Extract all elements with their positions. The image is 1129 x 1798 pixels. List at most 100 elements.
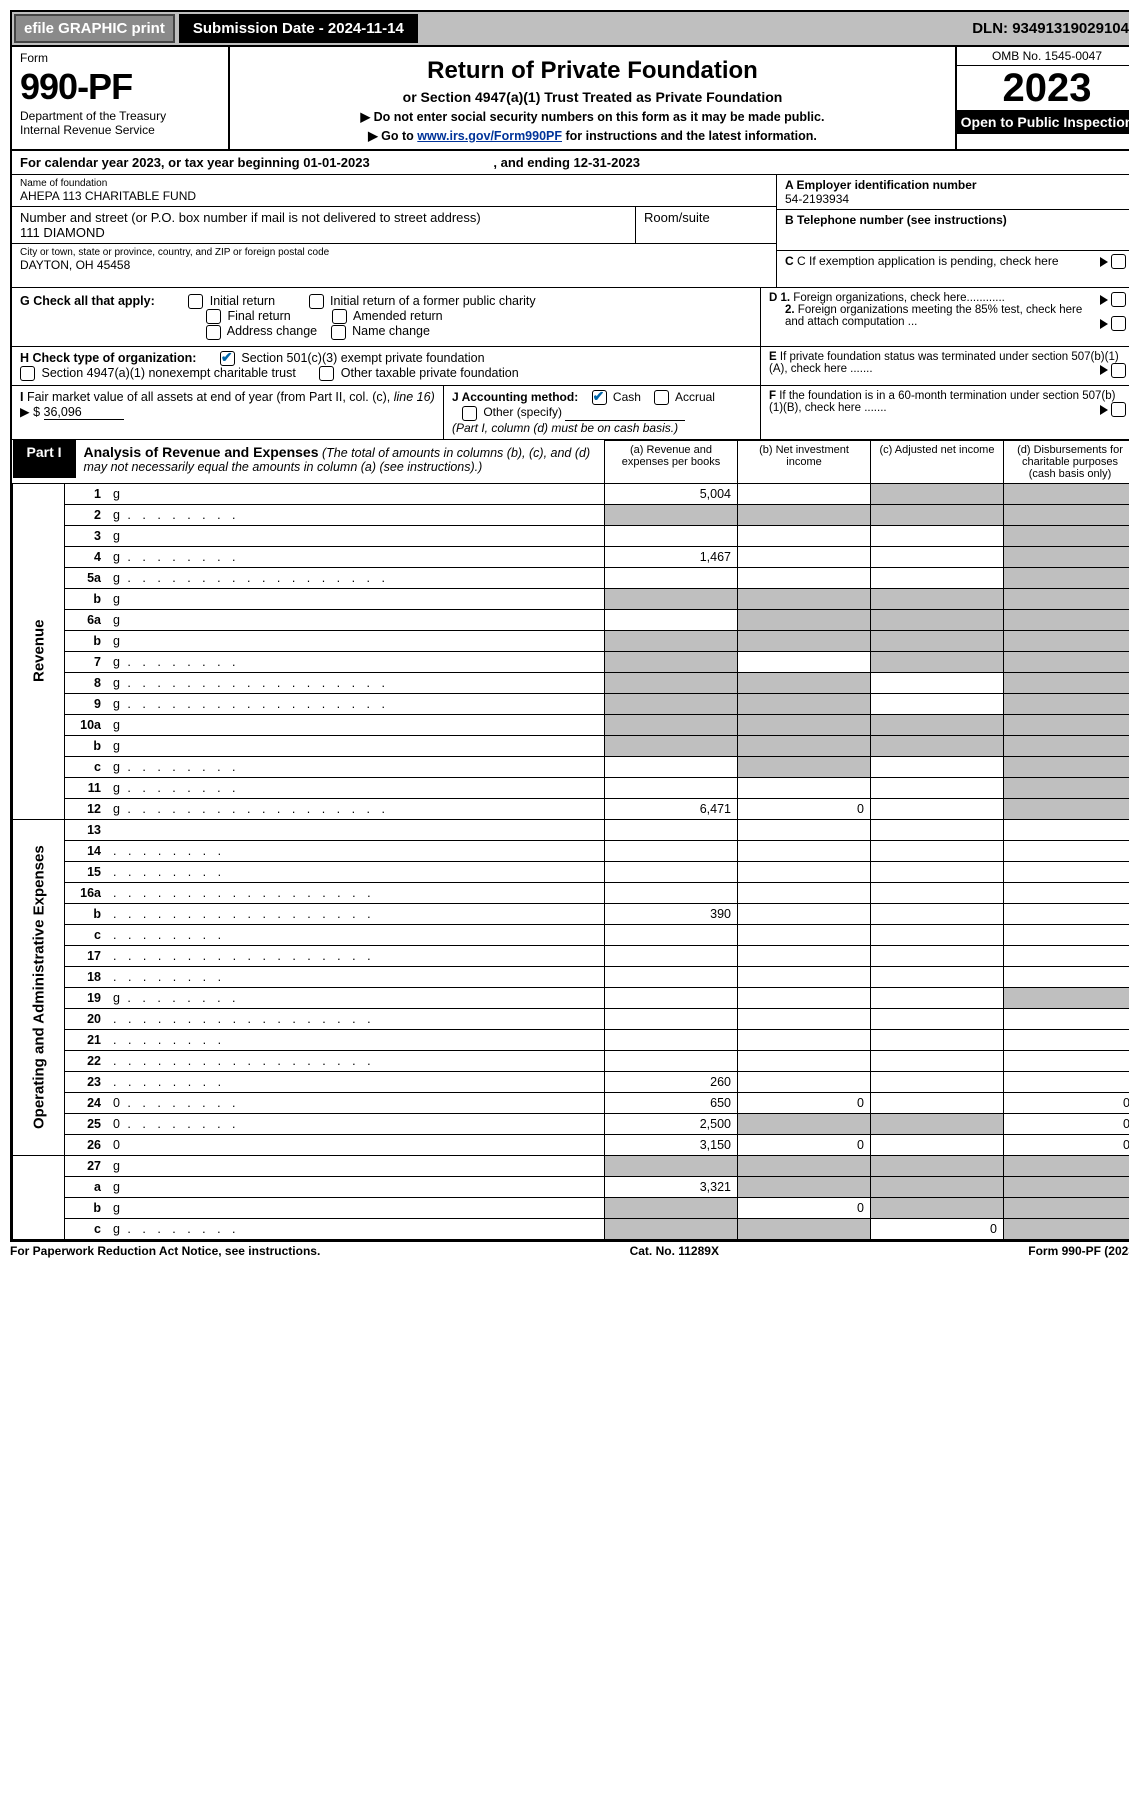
value-cell: 0 bbox=[738, 1197, 871, 1218]
table-row: 15 bbox=[13, 861, 1129, 882]
value-cell bbox=[738, 651, 871, 672]
g-left: G Check all that apply: Initial return I… bbox=[12, 288, 760, 346]
city-cell: City or town, state or province, country… bbox=[12, 244, 776, 275]
h-left: H Check type of organization: Section 50… bbox=[12, 347, 760, 385]
part1-title: Analysis of Revenue and Expenses (The to… bbox=[76, 440, 604, 478]
line-desc: g bbox=[107, 714, 605, 735]
line-desc: g bbox=[107, 672, 605, 693]
grey-cell bbox=[1004, 777, 1129, 798]
g-label: G Check all that apply: bbox=[20, 294, 155, 308]
triangle-icon bbox=[1100, 295, 1108, 305]
value-cell bbox=[871, 882, 1004, 903]
grey-cell bbox=[1004, 651, 1129, 672]
note2-post: for instructions and the latest informat… bbox=[562, 129, 817, 143]
value-cell bbox=[605, 567, 738, 588]
final-return-checkbox[interactable] bbox=[206, 309, 221, 324]
e-checkbox[interactable] bbox=[1111, 363, 1126, 378]
value-cell bbox=[1004, 819, 1129, 840]
value-cell bbox=[871, 1071, 1004, 1092]
table-row: 22 bbox=[13, 1050, 1129, 1071]
line-number: 17 bbox=[65, 945, 108, 966]
line-number: 12 bbox=[65, 798, 108, 819]
name-change-checkbox[interactable] bbox=[331, 325, 346, 340]
grey-cell bbox=[1004, 1155, 1129, 1176]
line-number: 8 bbox=[65, 672, 108, 693]
line-number: 4 bbox=[65, 546, 108, 567]
value-cell bbox=[871, 777, 1004, 798]
omb-number: OMB No. 1545-0047 bbox=[957, 47, 1129, 66]
grey-cell bbox=[1004, 483, 1129, 504]
value-cell bbox=[738, 525, 871, 546]
other-method-checkbox[interactable] bbox=[462, 406, 477, 421]
value-cell bbox=[871, 1134, 1004, 1155]
line-number: 5a bbox=[65, 567, 108, 588]
cash-checkbox[interactable] bbox=[592, 390, 607, 405]
grey-cell bbox=[738, 588, 871, 609]
grey-cell bbox=[871, 1113, 1004, 1134]
table-row: 10ag bbox=[13, 714, 1129, 735]
d2-checkbox[interactable] bbox=[1111, 316, 1126, 331]
other-taxable-checkbox[interactable] bbox=[319, 366, 334, 381]
dln-number: DLN: 93491319029104 bbox=[964, 16, 1129, 41]
grey-cell bbox=[738, 1155, 871, 1176]
line-desc: g bbox=[107, 798, 605, 819]
grey-cell bbox=[1004, 525, 1129, 546]
table-row: 27g bbox=[13, 1155, 1129, 1176]
grey-cell bbox=[605, 651, 738, 672]
footer-mid: Cat. No. 11289X bbox=[630, 1244, 719, 1258]
f-checkbox[interactable] bbox=[1111, 402, 1126, 417]
initial-return-checkbox[interactable] bbox=[188, 294, 203, 309]
note2-pre: ▶ Go to bbox=[368, 129, 417, 143]
d1-checkbox[interactable] bbox=[1111, 292, 1126, 307]
value-cell bbox=[738, 819, 871, 840]
address-change-checkbox[interactable] bbox=[206, 325, 221, 340]
value-cell bbox=[871, 1050, 1004, 1071]
accrual-checkbox[interactable] bbox=[654, 390, 669, 405]
table-row: 14 bbox=[13, 840, 1129, 861]
efile-print-button[interactable]: efile GRAPHIC print bbox=[14, 14, 175, 43]
grey-cell bbox=[605, 504, 738, 525]
line-desc bbox=[107, 882, 605, 903]
value-cell bbox=[1004, 1050, 1129, 1071]
grey-cell bbox=[605, 1155, 738, 1176]
c-label: C If exemption application is pending, c… bbox=[797, 254, 1059, 268]
line-number: 16a bbox=[65, 882, 108, 903]
line-desc bbox=[107, 1008, 605, 1029]
grey-cell bbox=[1004, 735, 1129, 756]
amended-return-checkbox[interactable] bbox=[332, 309, 347, 324]
line-number: 19 bbox=[65, 987, 108, 1008]
grey-cell bbox=[1004, 588, 1129, 609]
grey-cell bbox=[605, 588, 738, 609]
line-desc: g bbox=[107, 525, 605, 546]
line-number: 22 bbox=[65, 1050, 108, 1071]
501c3-checkbox[interactable] bbox=[220, 351, 235, 366]
grey-cell bbox=[1004, 1176, 1129, 1197]
table-row: 8g bbox=[13, 672, 1129, 693]
section-label: Operating and Administrative Expenses bbox=[13, 819, 65, 1155]
foundation-address: 111 DIAMOND bbox=[20, 225, 627, 240]
phone-cell: B Telephone number (see instructions) bbox=[777, 210, 1129, 251]
value-cell bbox=[871, 945, 1004, 966]
form-header: Form 990-PF Department of the Treasury I… bbox=[12, 47, 1129, 151]
table-row: 6ag bbox=[13, 609, 1129, 630]
table-row: 9g bbox=[13, 693, 1129, 714]
value-cell bbox=[605, 609, 738, 630]
initial-former-checkbox[interactable] bbox=[309, 294, 324, 309]
value-cell bbox=[1004, 861, 1129, 882]
value-cell bbox=[738, 777, 871, 798]
fmv-amount: 36,096 bbox=[44, 405, 124, 420]
g-opt-2: Final return bbox=[227, 309, 290, 323]
grey-cell bbox=[871, 714, 1004, 735]
4947-checkbox[interactable] bbox=[20, 366, 35, 381]
line-desc bbox=[107, 903, 605, 924]
c-checkbox[interactable] bbox=[1111, 254, 1126, 269]
table-row: bg bbox=[13, 735, 1129, 756]
irs-link[interactable]: www.irs.gov/Form990PF bbox=[417, 129, 562, 143]
grey-cell bbox=[871, 735, 1004, 756]
line-number: 18 bbox=[65, 966, 108, 987]
value-cell bbox=[871, 798, 1004, 819]
e-section: E If private foundation status was termi… bbox=[760, 347, 1129, 385]
grey-cell bbox=[738, 1113, 871, 1134]
section-label: Revenue bbox=[13, 483, 65, 819]
irs-label: Internal Revenue Service bbox=[20, 123, 220, 137]
